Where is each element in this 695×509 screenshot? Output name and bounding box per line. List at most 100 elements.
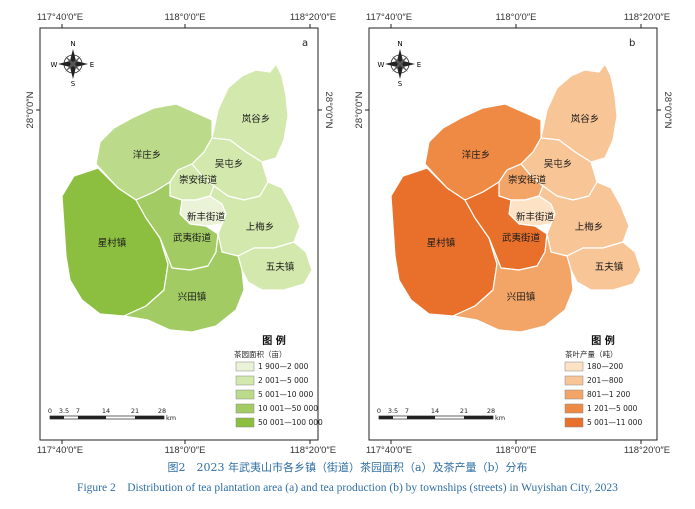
panel-letter-a: a	[302, 38, 308, 49]
legend-swatch-b-2	[564, 375, 584, 386]
legend-label-a-4: 10 001—50 000	[258, 404, 318, 413]
region-xingtian	[452, 233, 574, 333]
compass-w: W	[51, 61, 58, 69]
legend-title-a: 图 例	[262, 334, 285, 347]
top-tick-label-b2: 118°0′0″E	[496, 12, 537, 23]
map-b-svg: 117°40′0″E 118°0′0″E 118°20′0″E 117°40′0…	[354, 12, 673, 456]
label-chongan-b: 崇安街道	[508, 174, 547, 186]
legend-label-a-2: 2 001—5 000	[258, 376, 309, 385]
label-wutun-b: 吴屯乡	[544, 158, 573, 170]
legend-swatch-b-4	[564, 403, 584, 414]
legend-swatch-a-2	[235, 375, 255, 386]
compass-n-b: N	[397, 40, 402, 48]
compass-s: S	[71, 80, 76, 88]
lat-label-b-left: 28°0′0″N	[354, 91, 365, 128]
label-shangmei-b: 上梅乡	[575, 221, 604, 233]
scale-a-unit: km	[166, 414, 176, 422]
label-wutun-a: 吴屯乡	[215, 158, 244, 170]
legend-b: 图 例 茶叶产量（吨） 180—200 201—800 801—1 200 1 …	[564, 334, 642, 428]
top-tick-label-b3: 118°20′0″E	[624, 12, 670, 23]
legend-label-b-5: 5 001—11 000	[587, 418, 642, 427]
label-xinfeng-b: 新丰街道	[516, 211, 555, 223]
label-xingcun-a: 星村镇	[98, 237, 127, 249]
region-wufu	[566, 241, 642, 291]
legend-label-b-4: 1 201—5 000	[587, 404, 638, 413]
scale-b-4: 21	[460, 407, 468, 415]
scale-b-3: 14	[431, 407, 439, 415]
legend-label-a-1: 1 900—2 000	[258, 362, 309, 371]
scale-bar-b: 0 3.5 7 14 21 28 km	[377, 407, 505, 422]
legend-swatch-a-4	[235, 403, 255, 414]
regions-b	[390, 63, 642, 333]
legend-label-a-3: 5 001—10 000	[258, 390, 313, 399]
label-yangzhuang-a: 洋庄乡	[133, 149, 162, 161]
scale-b-0: 0	[377, 407, 381, 415]
label-chongan-a: 崇安街道	[179, 174, 218, 186]
compass-e-b: E	[417, 61, 421, 69]
legend-swatch-b-3	[564, 389, 584, 400]
top-tick-label-1: 117°40′0″E	[37, 12, 83, 23]
compass-rose-icon	[58, 49, 88, 79]
bottom-tick-label-1: 117°40′0″E	[37, 445, 83, 456]
scale-a-2: 7	[76, 407, 80, 415]
map-panel-a: 117°40′0″E 118°0′0″E 118°20′0″E 117°40′0…	[0, 0, 346, 460]
legend-swatch-a-3	[235, 389, 255, 400]
label-xinfeng-a: 新丰街道	[187, 211, 226, 223]
legend-label-b-1: 180—200	[587, 362, 623, 371]
top-tick-label-3: 118°20′0″E	[290, 12, 336, 23]
scale-bar-a: 0 3.5 7 14 21 28 km	[48, 407, 176, 422]
compass-rose-icon	[385, 49, 415, 79]
label-shangmei-a: 上梅乡	[246, 221, 275, 233]
compass-s-b: S	[398, 80, 403, 88]
legend-swatch-b-5	[564, 417, 584, 428]
label-xingtian-a: 兴田镇	[178, 291, 207, 303]
map-a-svg: 117°40′0″E 118°0′0″E 118°20′0″E 117°40′0…	[25, 12, 336, 456]
compass-e: E	[90, 61, 94, 69]
scale-b-2: 7	[405, 407, 409, 415]
legend-subtitle-a: 茶园面积（亩）	[234, 349, 287, 359]
tick-marks-b	[365, 24, 661, 444]
lat-label-right: 28°0′0″N	[323, 92, 334, 129]
label-yangzhuang-b: 洋庄乡	[462, 149, 491, 161]
legend-a: 图 例 茶园面积（亩） 1 900—2 000 2 001—5 000 5 00…	[234, 334, 323, 428]
legend-subtitle-b: 茶叶产量（吨）	[565, 349, 618, 359]
bottom-tick-label-b2: 118°0′0″E	[496, 445, 537, 456]
scale-a-5: 28	[158, 407, 166, 415]
label-langu-a: 岚谷乡	[242, 114, 271, 125]
label-wuyi-b: 武夷街道	[502, 232, 541, 244]
compass-n: N	[70, 40, 75, 48]
label-langu-b: 岚谷乡	[571, 114, 600, 125]
legend-label-a-5: 50 001—100 000	[258, 418, 323, 427]
bottom-tick-label-b1: 117°40′0″E	[366, 445, 412, 456]
scale-b-1: 3.5	[388, 407, 398, 415]
label-wufu-b: 五夫镇	[595, 261, 624, 273]
bottom-tick-label-b3: 118°20′0″E	[624, 445, 670, 456]
region-xingtian	[123, 233, 245, 333]
region-wufu	[237, 241, 313, 291]
tick-marks-a	[36, 24, 322, 444]
legend-swatch-a-5	[235, 417, 255, 428]
panel-letter-b: b	[629, 38, 635, 49]
legend-swatch-b-1	[564, 361, 584, 372]
regions-a	[61, 63, 313, 333]
label-xingcun-b: 星村镇	[427, 237, 456, 249]
top-tick-label-b1: 117°40′0″E	[366, 12, 412, 23]
label-wuyi-a: 武夷街道	[173, 232, 212, 244]
scale-a-1: 3.5	[59, 407, 69, 415]
scale-a-3: 14	[102, 407, 110, 415]
legend-label-b-2: 201—800	[587, 376, 623, 385]
legend-title-b: 图 例	[591, 334, 614, 347]
scale-b-unit: km	[495, 414, 505, 422]
figure-caption-en: Figure 2 Distribution of tea plantation …	[77, 482, 618, 494]
legend-swatch-a-1	[235, 361, 255, 372]
lat-label-left: 28°0′0″N	[25, 91, 36, 128]
scale-a-4: 21	[131, 407, 139, 415]
map-panel-b: 117°40′0″E 118°0′0″E 118°20′0″E 117°40′0…	[347, 0, 693, 460]
bottom-tick-label-2: 118°0′0″E	[165, 445, 206, 456]
lat-label-b-right: 28°0′0″N	[662, 92, 673, 129]
scale-a-0: 0	[48, 407, 52, 415]
label-wufu-a: 五夫镇	[266, 261, 295, 273]
compass-w-b: W	[378, 61, 385, 69]
label-xingtian-b: 兴田镇	[507, 291, 536, 303]
top-tick-label-2: 118°0′0″E	[165, 12, 206, 23]
